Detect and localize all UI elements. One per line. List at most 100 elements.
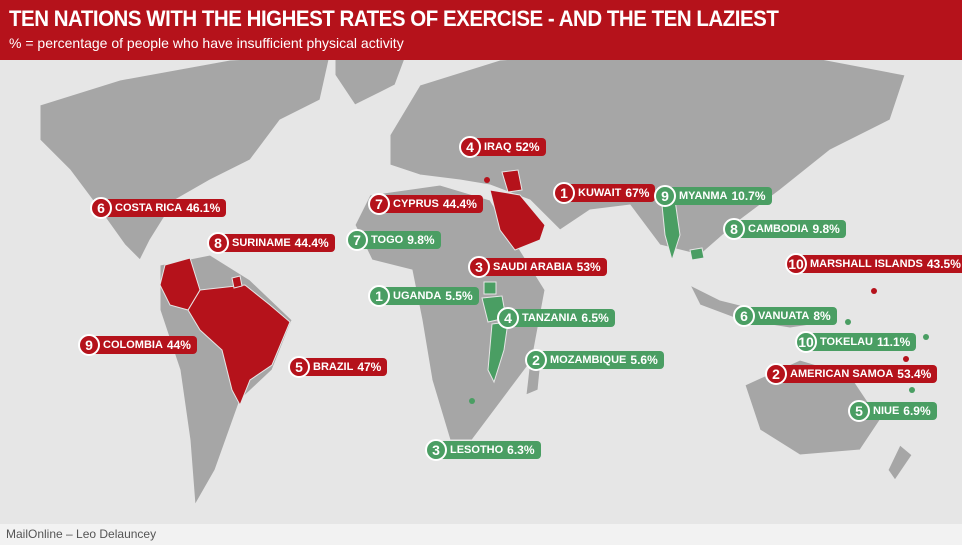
country-name: VANUATA bbox=[758, 310, 810, 322]
dot bbox=[484, 177, 490, 183]
uganda-shape bbox=[483, 281, 497, 295]
label-box: MARSHALL ISLANDS 43.5% bbox=[802, 255, 962, 273]
country-label: 6 COSTA RICA 46.1% bbox=[90, 197, 227, 219]
country-name: UGANDA bbox=[393, 290, 442, 302]
label-box: TOGO 9.8% bbox=[363, 231, 441, 249]
rank: 7 bbox=[346, 229, 368, 251]
rank: 7 bbox=[368, 193, 390, 215]
rank: 1 bbox=[553, 182, 575, 204]
new-zealand bbox=[887, 444, 913, 481]
country-name: COSTA RICA bbox=[115, 202, 183, 214]
colombia-shape bbox=[159, 257, 201, 311]
percentage: 53.4% bbox=[897, 367, 932, 381]
rank: 3 bbox=[425, 439, 447, 461]
percentage: 10.7% bbox=[731, 189, 766, 203]
label-box: AMERICAN SAMOA 53.4% bbox=[782, 365, 938, 383]
rank: 6 bbox=[733, 305, 755, 327]
country-label: 9 MYANMA 10.7% bbox=[654, 185, 772, 207]
percentage: 6.9% bbox=[903, 404, 931, 418]
rank: 10 bbox=[795, 331, 817, 353]
dot bbox=[845, 319, 851, 325]
country-name: AMERICAN SAMOA bbox=[790, 368, 894, 380]
label-box: CYPRUS 44.4% bbox=[385, 195, 483, 213]
rank: 8 bbox=[207, 232, 229, 254]
label-box: VANUATA 8% bbox=[750, 307, 837, 325]
country-name: TANZANIA bbox=[522, 312, 578, 324]
label-box: TOKELAU 11.1% bbox=[812, 333, 917, 351]
country-label: 2 MOZAMBIQUE 5.6% bbox=[525, 349, 664, 371]
country-name: MYANMA bbox=[679, 190, 728, 202]
country-label: 2 AMERICAN SAMOA 53.4% bbox=[765, 363, 938, 385]
country-name: TOGO bbox=[371, 234, 404, 246]
percentage: 6.3% bbox=[507, 443, 535, 457]
label-box: COLOMBIA 44% bbox=[95, 336, 197, 354]
country-label: 4 TANZANIA 6.5% bbox=[497, 307, 615, 329]
country-name: BRAZIL bbox=[313, 361, 354, 373]
country-name: KUWAIT bbox=[578, 187, 622, 199]
label-box: CAMBODIA 9.8% bbox=[740, 220, 846, 238]
rank: 4 bbox=[459, 136, 481, 158]
rank: 5 bbox=[288, 356, 310, 378]
country-name: SURINAME bbox=[232, 237, 291, 249]
country-label: 1 KUWAIT 67% bbox=[553, 182, 656, 204]
percentage: 47% bbox=[357, 360, 382, 374]
country-label: 4 IRAQ 52% bbox=[459, 136, 546, 158]
percentage: 52% bbox=[515, 140, 540, 154]
rank: 4 bbox=[497, 307, 519, 329]
label-box: KUWAIT 67% bbox=[570, 184, 656, 202]
label-box: LESOTHO 6.3% bbox=[442, 441, 541, 459]
rank: 2 bbox=[765, 363, 787, 385]
country-label: 1 UGANDA 5.5% bbox=[368, 285, 479, 307]
dot bbox=[923, 334, 929, 340]
dot bbox=[903, 356, 909, 362]
percentage: 11.1% bbox=[876, 335, 911, 349]
saudi-shape bbox=[489, 189, 546, 251]
label-box: COSTA RICA 46.1% bbox=[107, 199, 227, 217]
country-name: MOZAMBIQUE bbox=[550, 354, 627, 366]
dot bbox=[469, 398, 475, 404]
percentage: 46.1% bbox=[186, 201, 221, 215]
label-box: MYANMA 10.7% bbox=[671, 187, 772, 205]
country-label: 5 NIUE 6.9% bbox=[848, 400, 937, 422]
rank: 10 bbox=[785, 253, 807, 275]
percentage: 8% bbox=[813, 309, 831, 323]
country-label: 8 CAMBODIA 9.8% bbox=[723, 218, 846, 240]
country-name: IRAQ bbox=[484, 141, 512, 153]
percentage: 67% bbox=[625, 186, 650, 200]
rank: 1 bbox=[368, 285, 390, 307]
country-label: 5 BRAZIL 47% bbox=[288, 356, 388, 378]
label-box: MOZAMBIQUE 5.6% bbox=[542, 351, 664, 369]
cambodia-shape bbox=[689, 247, 705, 261]
rank: 2 bbox=[525, 349, 547, 371]
percentage: 53% bbox=[576, 260, 601, 274]
percentage: 43.5% bbox=[926, 257, 961, 271]
country-label: 7 TOGO 9.8% bbox=[346, 229, 441, 251]
percentage: 44% bbox=[166, 338, 191, 352]
country-name: NIUE bbox=[873, 405, 900, 417]
country-name: TOKELAU bbox=[820, 336, 873, 348]
dot bbox=[909, 387, 915, 393]
country-label: 9 COLOMBIA 44% bbox=[78, 334, 197, 356]
country-name: MARSHALL ISLANDS bbox=[810, 258, 923, 270]
country-label: 7 CYPRUS 44.4% bbox=[368, 193, 483, 215]
suriname-shape bbox=[231, 275, 243, 289]
rank: 8 bbox=[723, 218, 745, 240]
rank: 5 bbox=[848, 400, 870, 422]
label-box: BRAZIL 47% bbox=[305, 358, 388, 376]
rank: 9 bbox=[78, 334, 100, 356]
country-label: 10 TOKELAU 11.1% bbox=[795, 331, 917, 353]
country-label: 3 LESOTHO 6.3% bbox=[425, 439, 541, 461]
country-name: CYPRUS bbox=[393, 198, 439, 210]
percentage: 9.8% bbox=[407, 233, 435, 247]
iraq-shape bbox=[501, 169, 523, 193]
subtitle: % = percentage of people who have insuff… bbox=[9, 35, 404, 51]
label-box: TANZANIA 6.5% bbox=[514, 309, 615, 327]
percentage: 44.4% bbox=[294, 236, 329, 250]
north-america bbox=[39, 60, 330, 261]
label-box: IRAQ 52% bbox=[476, 138, 546, 156]
country-name: SAUDI ARABIA bbox=[493, 261, 573, 273]
percentage: 9.8% bbox=[812, 222, 840, 236]
country-name: CAMBODIA bbox=[748, 223, 809, 235]
percentage: 5.6% bbox=[630, 353, 658, 367]
